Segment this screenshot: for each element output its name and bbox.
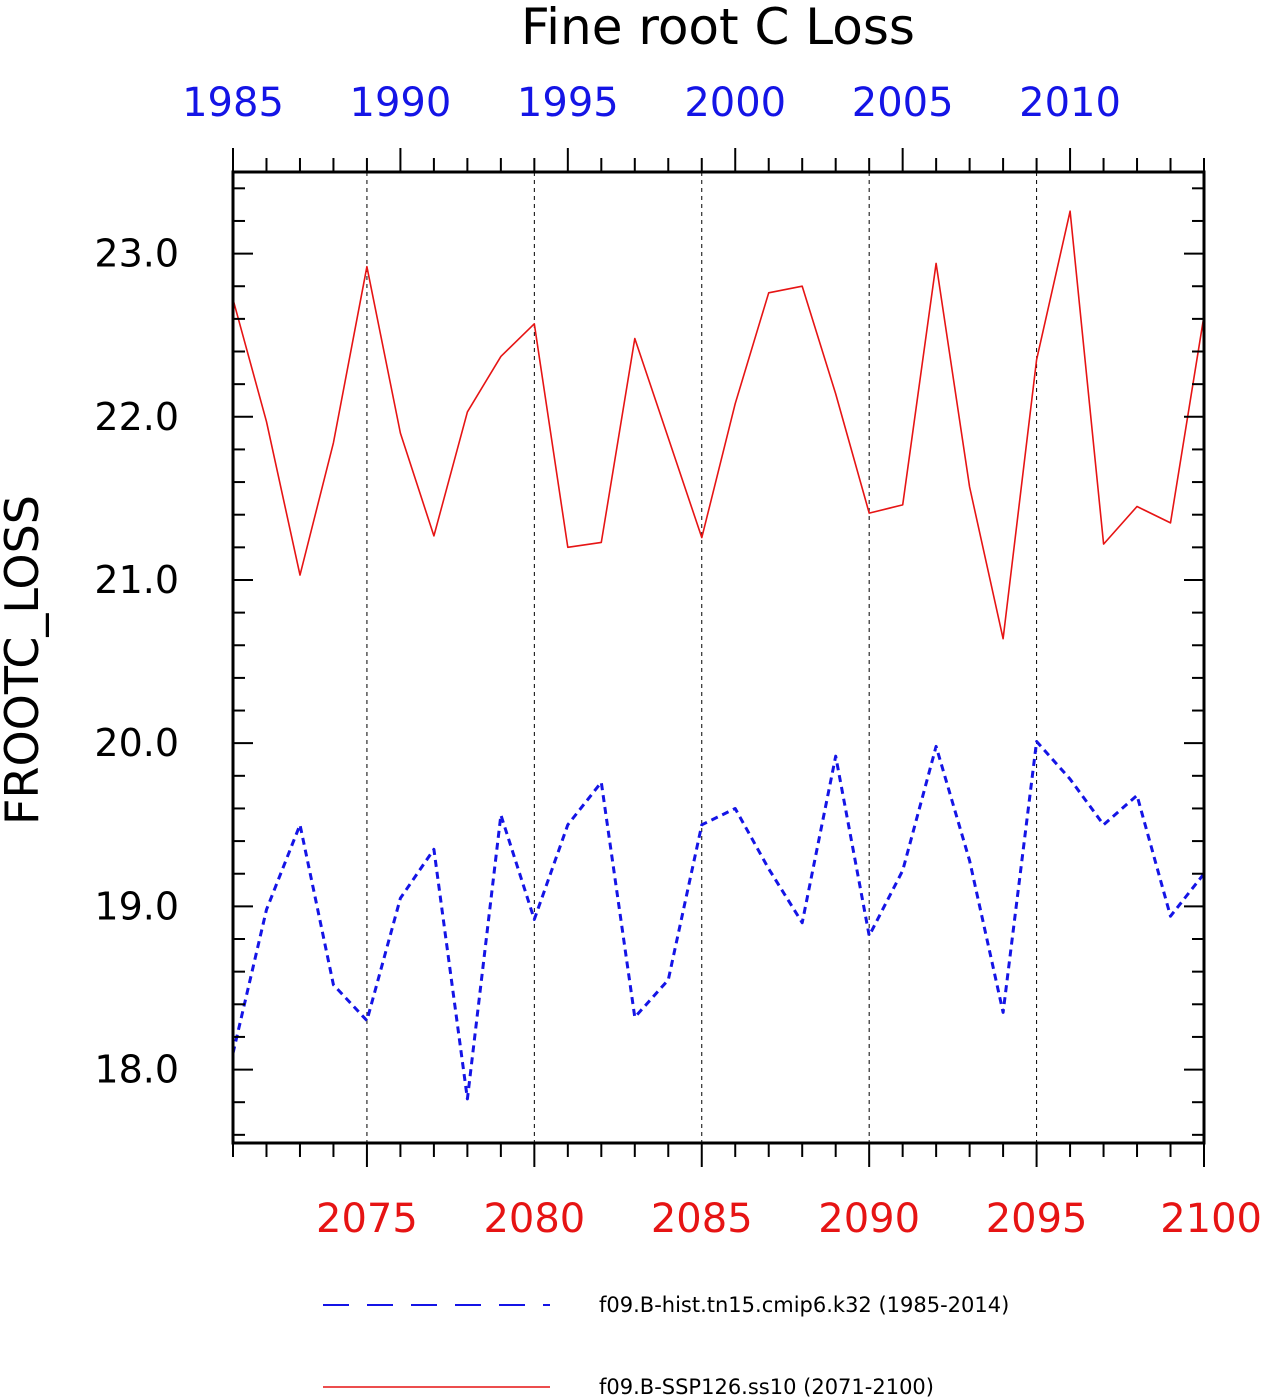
top-tick-label: 2010 [1019,80,1121,126]
legend-label: f09.B-SSP126.ss10 (2071-2100) [599,1375,934,1399]
top-tick-label: 1985 [182,80,284,126]
legend-label: f09.B-hist.tn15.cmip6.k32 (1985-2014) [599,1293,1009,1317]
grid-lines [366,172,1038,1143]
top-tick-label: 2000 [684,80,786,126]
legend: f09.B-hist.tn15.cmip6.k32 (1985-2014) f09… [323,1293,1009,1399]
bottom-tick-label: 2085 [651,1196,753,1242]
y-tick-label: 19.0 [94,884,179,928]
series-line-ssp126 [232,210,1205,640]
bottom-tick-label: 2100 [1160,1196,1262,1242]
y-tick-label: 22.0 [94,395,179,439]
top-tick-label: 1995 [517,80,619,126]
series-line-hist [231,740,1206,1101]
y-axis-label: FROOTC_LOSS [0,495,49,825]
plot-frame [231,170,1206,1145]
y-tick-label: 23.0 [94,232,179,276]
top-tick-label: 2005 [852,80,954,126]
y-tick-label: 18.0 [94,1048,179,1092]
bottom-tick-label: 2090 [818,1196,920,1242]
series-layer [231,210,1206,1101]
axes: 18.0 19.0 20.0 21.0 22.0 23.0 1985 1990 1995 2000… [94,80,1262,1242]
bottom-tick-label: 2075 [316,1196,418,1242]
y-tick-label: 20.0 [94,721,179,765]
bottom-tick-label: 2095 [986,1196,1088,1242]
chart-title: Fine root C Loss [521,0,915,56]
bottom-tick-label: 2080 [483,1196,585,1242]
y-tick-label: 21.0 [94,558,179,602]
top-tick-label: 1990 [350,80,452,126]
